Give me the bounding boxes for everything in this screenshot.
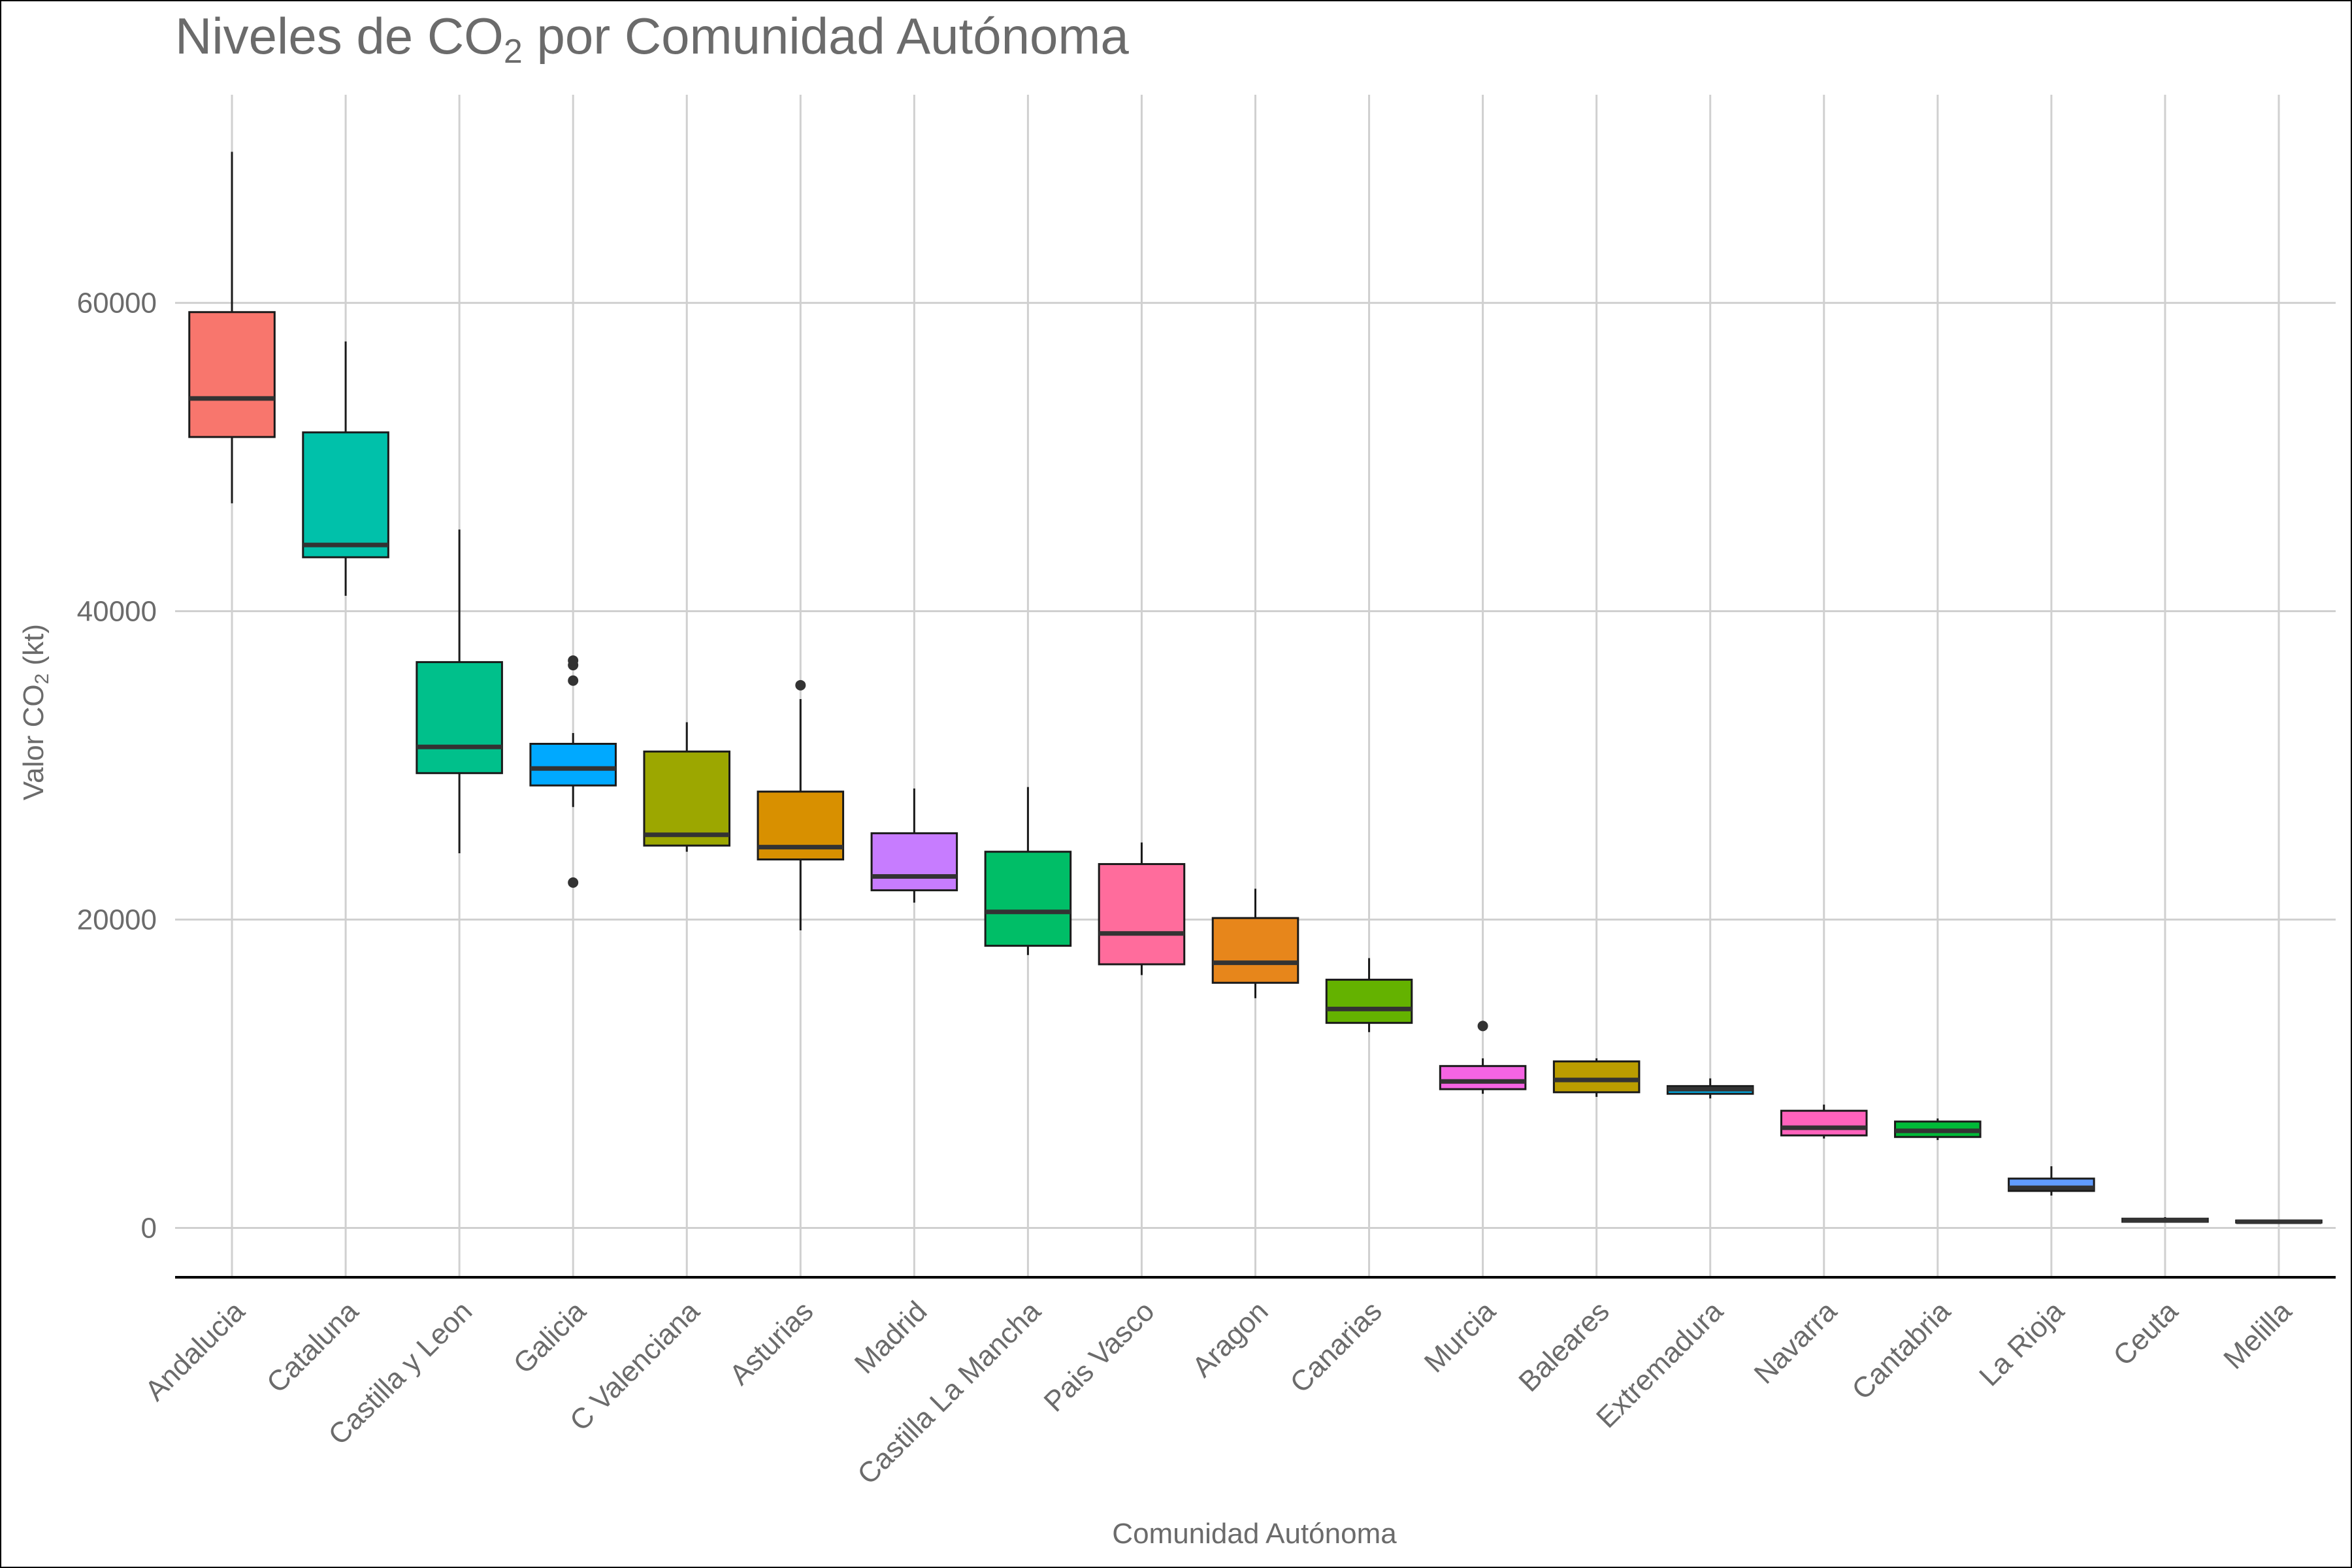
outlier-3-0 — [568, 877, 579, 888]
outlier-5-0 — [795, 679, 806, 691]
outlier-3-3 — [568, 655, 579, 666]
x-tick-label-6: Madrid — [849, 1295, 934, 1380]
box-rect-9 — [1211, 917, 1299, 984]
box-14 — [1780, 1104, 1868, 1139]
box-15 — [1894, 1118, 1982, 1140]
x-tick-label-1: Cataluna — [261, 1295, 365, 1399]
box-9 — [1211, 889, 1299, 998]
x-tick-label-14: Navarra — [1748, 1295, 1844, 1390]
x-tick-label-8: Pais Vasco — [1038, 1295, 1161, 1418]
box-18 — [2235, 1219, 2323, 1224]
box-rect-3 — [529, 742, 617, 787]
box-3 — [529, 655, 617, 888]
box-17 — [2121, 1217, 2209, 1223]
y-tick-label-3: 60000 — [77, 287, 157, 319]
box-5 — [757, 679, 845, 931]
box-rect-11 — [1439, 1065, 1527, 1090]
box-10 — [1325, 958, 1413, 1032]
box-4 — [643, 722, 731, 852]
box-16 — [2008, 1166, 2095, 1196]
box-rect-14 — [1780, 1109, 1868, 1137]
x-tick-label-11: Murcia — [1418, 1295, 1502, 1379]
x-axis-title: Comunidad Autónoma — [1112, 1518, 1397, 1550]
box-rect-7 — [984, 851, 1072, 947]
x-tick-label-16: La Rioja — [1973, 1295, 2070, 1392]
box-12 — [1552, 1058, 1641, 1097]
y-tick-label-0: 0 — [141, 1212, 157, 1244]
x-tick-label-10: Canarias — [1284, 1295, 1388, 1399]
box-rect-8 — [1098, 863, 1186, 966]
y-tick-label-2: 40000 — [77, 596, 157, 628]
box-1 — [302, 341, 389, 596]
x-tick-label-5: Asturias — [723, 1295, 819, 1391]
box-2 — [416, 529, 503, 854]
y-tick-label-1: 20000 — [77, 904, 157, 936]
box-rect-12 — [1552, 1060, 1641, 1094]
x-tick-label-12: Baleares — [1512, 1295, 1615, 1397]
x-tick-label-0: Andalucia — [139, 1295, 252, 1407]
x-tick-label-18: Melilla — [2217, 1295, 2298, 1375]
boxes — [188, 152, 2323, 1224]
x-tick-label-3: Galicia — [508, 1295, 593, 1380]
x-tick-label-17: Ceuta — [2107, 1295, 2184, 1372]
box-rect-4 — [643, 750, 731, 847]
box-rect-1 — [302, 431, 389, 559]
outlier-11-0 — [1477, 1021, 1488, 1032]
box-rect-10 — [1325, 979, 1413, 1024]
box-rect-0 — [188, 311, 276, 438]
y-tick-labels: 0 20000 40000 60000 — [77, 287, 157, 1245]
y-axis-title: Valor CO2 (kt) — [18, 624, 53, 800]
chart-title: Niveles de CO2 por Comunidad Autónoma — [175, 7, 1129, 71]
box-13 — [1666, 1078, 1754, 1099]
x-tick-label-9: Aragon — [1186, 1295, 1275, 1383]
box-6 — [870, 788, 958, 903]
box-8 — [1098, 842, 1186, 975]
box-11 — [1439, 1021, 1527, 1094]
x-tick-label-15: Cantabria — [1846, 1295, 1957, 1406]
box-rect-2 — [416, 661, 503, 774]
outlier-3-1 — [568, 675, 579, 686]
box-0 — [188, 152, 276, 504]
box-rect-6 — [870, 832, 958, 892]
box-7 — [984, 787, 1072, 955]
